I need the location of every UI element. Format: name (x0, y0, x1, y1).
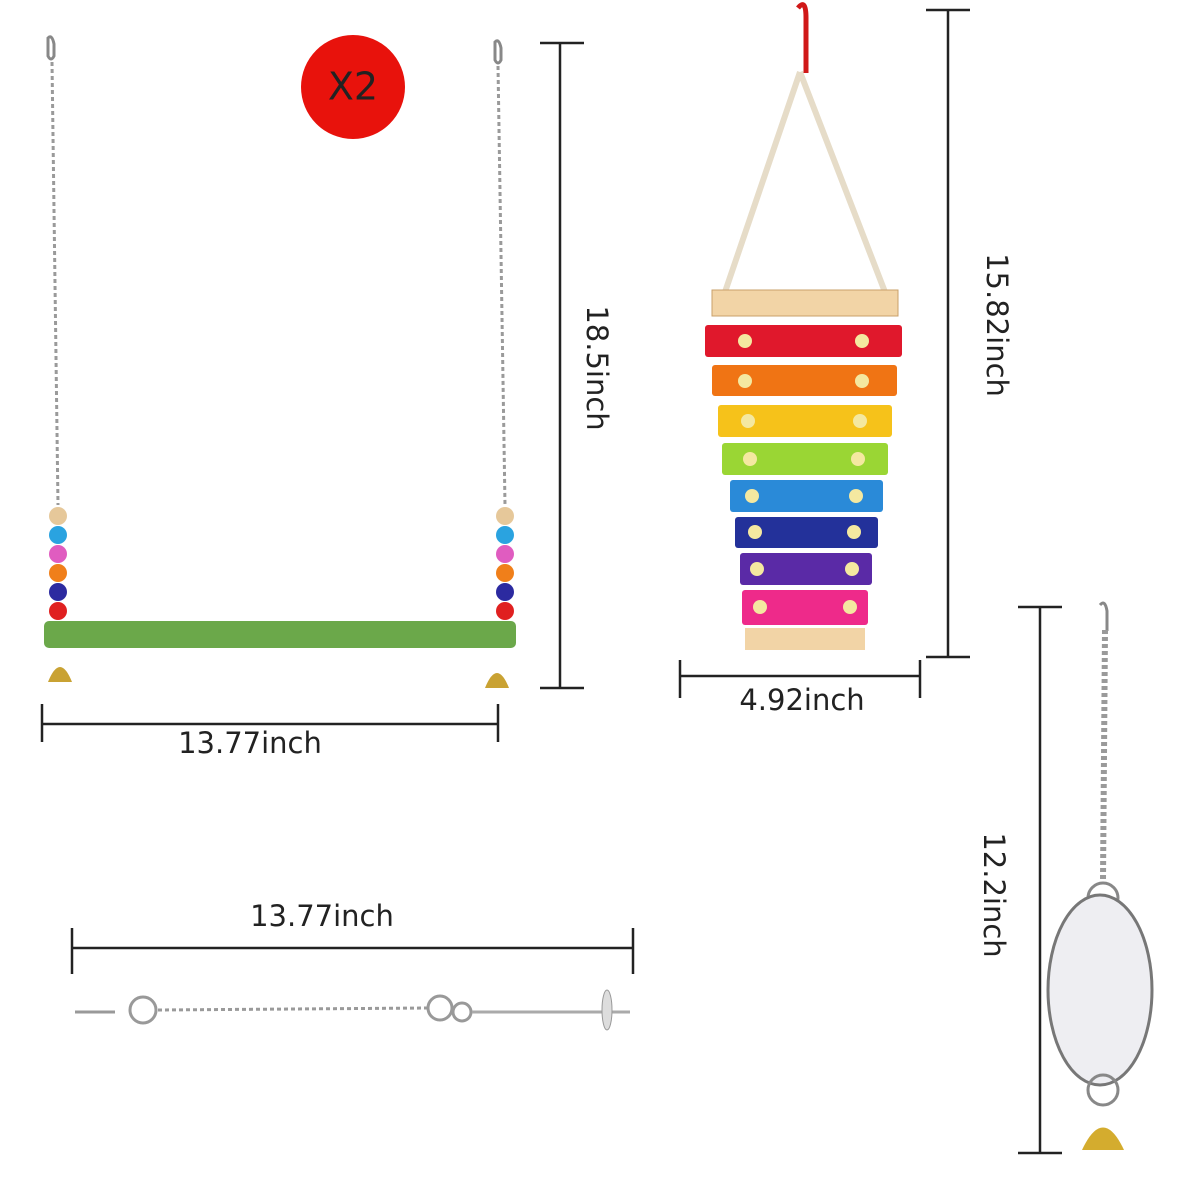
chain-length-label: 13.77inch (250, 899, 394, 933)
chain (75, 989, 630, 1031)
xylophone-width-label: 4.92inch (739, 683, 864, 717)
swing-height-label: 18.5inch (580, 305, 614, 430)
swing (44, 35, 516, 688)
chain-length-dimension (70, 928, 635, 974)
mirror (1046, 601, 1154, 1150)
swing-width-label: 13.77inch (178, 726, 322, 760)
xylophone-height-dimension (926, 8, 970, 659)
mirror-height-dimension (1018, 605, 1062, 1155)
swing-height-dimension (540, 41, 584, 690)
mirror-height-label: 12.2inch (977, 832, 1011, 957)
swing-width-dimension (40, 704, 500, 742)
xylophone-height-label: 15.82inch (980, 253, 1014, 397)
badge-text: X2 (328, 65, 378, 109)
badge-circle (301, 35, 405, 139)
xylophone (705, 2, 902, 650)
xylophone-width-dimension (678, 660, 922, 698)
